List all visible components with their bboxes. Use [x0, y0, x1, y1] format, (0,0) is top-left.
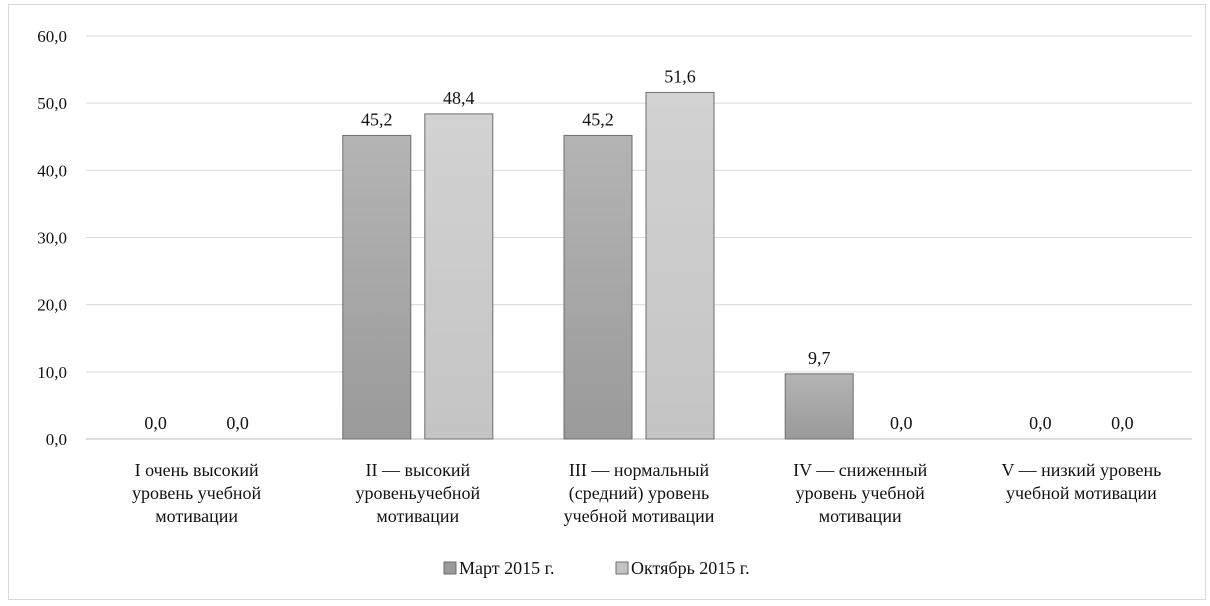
data-label: 0,0 — [226, 413, 249, 433]
x-tick-label: I очень высокий уровень учебной мотивации — [132, 460, 262, 526]
data-labels: 0,0 0,0 45,2 48,4 45,2 51,6 9,7 0,0 0,0 0,0 — [144, 66, 1133, 433]
bar — [424, 113, 494, 440]
legend: Март 2015 г. Октябрь 2015 г. — [443, 558, 750, 578]
data-label: 45,2 — [582, 109, 614, 129]
data-label: 0,0 — [144, 413, 167, 433]
bar — [342, 134, 412, 440]
y-tick-label: 10,0 — [37, 363, 67, 382]
bar — [784, 373, 854, 440]
data-label: 45,2 — [361, 109, 393, 129]
y-tick-label: 50,0 — [37, 94, 67, 113]
x-tick-label: IV — сниженный уровень учебной мотивации — [793, 460, 927, 526]
y-tick-label: 30,0 — [37, 229, 67, 248]
data-label: 0,0 — [1111, 413, 1134, 433]
y-tick-label: 0,0 — [46, 430, 67, 449]
y-tick-label: 40,0 — [37, 161, 67, 180]
data-label: 9,7 — [808, 348, 831, 368]
data-label: 51,6 — [664, 66, 696, 86]
data-label: 0,0 — [1029, 413, 1052, 433]
y-axis-tick-labels: 0,0 10,0 20,0 30,0 40,0 50,0 60,0 — [37, 27, 67, 449]
legend-swatch — [615, 561, 629, 575]
x-tick-label: II — высокий уровеньучебной мотивации — [355, 460, 480, 526]
gridlines — [86, 35, 1192, 440]
bars — [342, 91, 854, 440]
legend-swatch — [443, 561, 457, 575]
legend-entry: Март 2015 г. — [459, 558, 554, 578]
y-tick-label: 20,0 — [37, 296, 67, 315]
x-tick-label: V — низкий уровень учебной мотивации — [1002, 460, 1162, 503]
y-tick-label: 60,0 — [37, 27, 67, 46]
bar-chart: 0,0 10,0 20,0 30,0 40,0 50,0 60,0 0,0 0,0 45,2 48… — [37, 27, 1192, 578]
x-tick-label: III — нормальный (средний) уровень учебной… — [564, 460, 715, 526]
chart-frame: 0,0 10,0 20,0 30,0 40,0 50,0 60,0 0,0 0,0 45,2 48… — [8, 4, 1206, 600]
bar — [645, 91, 715, 440]
data-label: 48,4 — [443, 88, 475, 108]
data-label: 0,0 — [890, 413, 913, 433]
bar — [563, 134, 633, 440]
x-axis-category-labels: I очень высокий уровень учебной мотивации I… — [132, 460, 1161, 526]
legend-entry: Октябрь 2015 г. — [631, 558, 750, 578]
